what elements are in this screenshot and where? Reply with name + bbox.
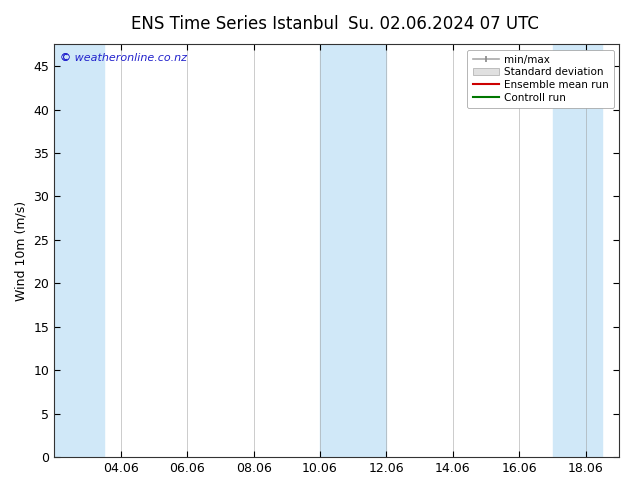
Text: © weatheronline.co.nz: © weatheronline.co.nz (60, 52, 187, 63)
Legend: min/max, Standard deviation, Ensemble mean run, Controll run: min/max, Standard deviation, Ensemble me… (467, 49, 614, 108)
Bar (55, 45, 104, 457)
Text: ©: © (60, 52, 71, 63)
Y-axis label: Wind 10m (m/s): Wind 10m (m/s) (15, 201, 28, 301)
Text: Su. 02.06.2024 07 UTC: Su. 02.06.2024 07 UTC (348, 15, 540, 33)
Text: ENS Time Series Istanbul: ENS Time Series Istanbul (131, 15, 339, 33)
Bar (320, 45, 387, 457)
Bar (553, 45, 602, 457)
